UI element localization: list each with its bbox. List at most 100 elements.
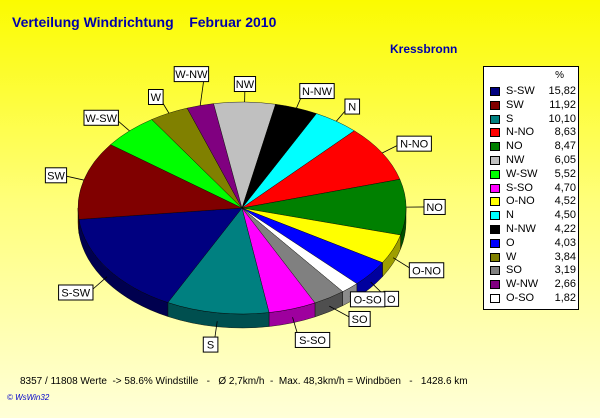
legend-item-w: W 3,84 bbox=[488, 251, 578, 264]
pie-labels: N N-NO NO O-NO O O-SO SO S-SO S S-SW SW W-SW W W-NW NW… bbox=[44, 66, 446, 353]
legend-item-sw: SW 11,92 bbox=[488, 99, 578, 112]
legend-item-s: S 10,10 bbox=[488, 113, 578, 126]
location-label: Kressbronn bbox=[390, 42, 458, 56]
legend-swatch bbox=[490, 294, 500, 303]
legend-swatch bbox=[490, 183, 500, 193]
legend-label: SW bbox=[506, 98, 524, 111]
legend-swatch bbox=[490, 169, 500, 179]
legend-swatch bbox=[490, 280, 500, 290]
legend-label: O bbox=[506, 236, 515, 249]
legend-swatch bbox=[490, 128, 500, 138]
legend-value: 8,63 bbox=[554, 126, 576, 139]
legend-value: 15,82 bbox=[548, 85, 576, 97]
slice-label-box-w-nw bbox=[173, 66, 210, 83]
legend-item-s-sw: S-SW 15,82 bbox=[488, 85, 578, 98]
legend-swatch bbox=[490, 266, 500, 276]
slice-label-box-no bbox=[423, 198, 446, 215]
legend-item-o-so: O-SO 1,82 bbox=[488, 292, 578, 305]
slice-label-w-nw: W-NW bbox=[175, 69, 208, 81]
slice-label-box-s-so bbox=[294, 331, 331, 348]
legend-label: NO bbox=[506, 140, 523, 153]
legend-value: 3,19 bbox=[554, 264, 576, 277]
slice-label-w-sw: W-SW bbox=[85, 113, 117, 125]
legend-value: 3,84 bbox=[554, 250, 576, 263]
legend-label: O-SO bbox=[506, 292, 535, 304]
legend-value: 4,22 bbox=[554, 223, 576, 235]
legend-label: N-NO bbox=[506, 126, 535, 139]
slice-label-s: S bbox=[207, 340, 214, 352]
legend-item-nw: NW 6,05 bbox=[488, 154, 578, 167]
legend-label: SO bbox=[506, 264, 522, 277]
legend-label: O-NO bbox=[506, 195, 535, 208]
slice-label-box-w bbox=[148, 88, 164, 105]
pie-slices bbox=[77, 101, 407, 315]
slice-label-n-nw: N-NW bbox=[302, 86, 333, 98]
legend-swatch bbox=[490, 252, 500, 262]
software-credit: © WsWin32 bbox=[7, 393, 50, 402]
legend-label: S bbox=[506, 112, 514, 125]
slice-label-box-n bbox=[344, 98, 361, 115]
slice-no bbox=[241, 179, 407, 236]
legend-swatch bbox=[490, 225, 500, 234]
legend-item-so: SO 3,19 bbox=[488, 264, 578, 277]
legend-label: N bbox=[506, 209, 514, 222]
slice-s-sw bbox=[78, 207, 243, 303]
legend-label: W-SW bbox=[506, 167, 538, 180]
legend-item-w-sw: W-SW 5,52 bbox=[488, 168, 578, 181]
slice-label-box-so bbox=[348, 310, 371, 327]
slice-label-nw: NW bbox=[236, 79, 255, 91]
legend-label: N-NW bbox=[506, 223, 536, 235]
slice-label-so: SO bbox=[352, 314, 368, 326]
legend-value: 11,92 bbox=[549, 98, 576, 111]
slice-label-box-nw bbox=[233, 76, 257, 93]
legend-swatch bbox=[490, 156, 500, 165]
slice-label-box-sw bbox=[44, 167, 68, 184]
legend-label: S-SO bbox=[506, 181, 533, 194]
legend-swatch bbox=[490, 238, 500, 248]
slice-label-box-n-nw bbox=[299, 83, 335, 100]
slice-s bbox=[167, 207, 270, 315]
legend-value: 4,70 bbox=[554, 181, 576, 194]
slice-label-box-s bbox=[202, 336, 219, 353]
legend-label: NW bbox=[506, 154, 525, 166]
slice-label-sw: SW bbox=[47, 170, 65, 182]
legend-swatch bbox=[490, 197, 500, 207]
legend-header: % bbox=[555, 70, 564, 81]
slice-label-n-no: N-NO bbox=[400, 139, 429, 151]
legend-value: 1,82 bbox=[554, 292, 576, 304]
legend-value: 8,47 bbox=[554, 140, 576, 153]
slice-label-w: W bbox=[151, 92, 162, 104]
legend-swatch bbox=[490, 114, 500, 124]
slice-label-s-sw: S-SW bbox=[61, 287, 90, 299]
slice-sw bbox=[77, 144, 243, 220]
slice-n-nw bbox=[241, 104, 317, 209]
slice-label-box-n-no bbox=[396, 135, 432, 152]
legend: % S-SW 15,82 SW 11,92 S 10,10 N-NO 8,63 NO 8,47 NW… bbox=[483, 66, 579, 310]
slice-label-o-no: O-NO bbox=[412, 265, 441, 277]
legend-swatch bbox=[490, 100, 500, 110]
slice-label-box-o-no bbox=[408, 262, 445, 279]
legend-value: 2,66 bbox=[554, 278, 576, 291]
legend-value: 4,03 bbox=[554, 236, 576, 249]
slice-n-no bbox=[241, 130, 401, 209]
legend-item-n-no: N-NO 8,63 bbox=[488, 126, 578, 139]
legend-item-s-so: S-SO 4,70 bbox=[488, 182, 578, 195]
chart-title: Verteilung Windrichtung Februar 2010 bbox=[12, 14, 277, 30]
legend-label: W bbox=[506, 250, 517, 263]
legend-value: 4,50 bbox=[554, 209, 576, 222]
legend-item-o-no: O-NO 4,52 bbox=[488, 195, 578, 208]
legend-label: S-SW bbox=[506, 85, 535, 97]
slice-label-s-so: S-SO bbox=[299, 335, 326, 347]
slice-label-o-so: O-SO bbox=[354, 294, 383, 306]
legend-swatch bbox=[490, 211, 500, 221]
slice-label-no: NO bbox=[426, 202, 443, 214]
slice-label-box-o-so bbox=[349, 291, 386, 308]
legend-item-w-nw: W-NW 2,66 bbox=[488, 278, 578, 291]
legend-label: W-NW bbox=[506, 278, 539, 291]
legend-value: 6,05 bbox=[554, 154, 576, 166]
legend-value: 10,10 bbox=[548, 112, 576, 125]
legend-item-n-nw: N-NW 4,22 bbox=[488, 223, 578, 236]
slice-label-box-w-sw bbox=[83, 109, 119, 126]
slice-label-o: O bbox=[387, 294, 396, 306]
